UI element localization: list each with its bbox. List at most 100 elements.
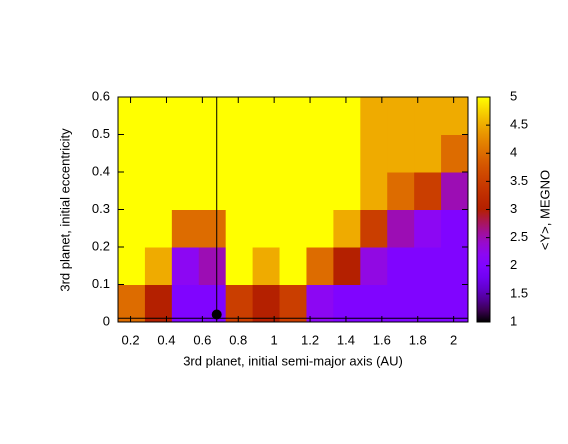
heat-cell bbox=[279, 247, 307, 285]
heat-cell bbox=[387, 284, 415, 323]
heat-cell bbox=[225, 209, 254, 248]
x-tick-label: 0.8 bbox=[229, 332, 247, 347]
heat-cell bbox=[306, 247, 334, 285]
x-tick-label: 0.2 bbox=[122, 332, 140, 347]
heat-cell bbox=[225, 97, 254, 135]
heat-cell bbox=[360, 247, 388, 285]
marker-point bbox=[211, 309, 222, 320]
heat-cell bbox=[333, 97, 361, 135]
heat-cell bbox=[306, 284, 334, 323]
heat-cell bbox=[441, 134, 469, 173]
heat-cell bbox=[144, 247, 173, 285]
heat-cell bbox=[144, 97, 173, 135]
heat-cell bbox=[414, 134, 442, 173]
heat-cell bbox=[360, 284, 388, 323]
heat-cell bbox=[171, 284, 200, 323]
heat-cell bbox=[225, 284, 254, 323]
heat-cell bbox=[279, 209, 307, 248]
heat-cell bbox=[306, 97, 334, 135]
heat-cell bbox=[387, 172, 415, 210]
colorbar-tick-label: 3.5 bbox=[510, 173, 528, 188]
colorbar-label: <Y>, MEGNO bbox=[537, 170, 552, 250]
heat-cell bbox=[118, 284, 146, 323]
heat-cell bbox=[360, 209, 388, 248]
heat-cell bbox=[279, 134, 307, 173]
heat-cell bbox=[279, 284, 307, 323]
colorbar-tick-label: 2.5 bbox=[510, 229, 528, 244]
heat-cell bbox=[387, 247, 415, 285]
heat-cell bbox=[441, 209, 469, 248]
heat-cell bbox=[225, 172, 254, 210]
heat-cell bbox=[333, 172, 361, 210]
heat-cell bbox=[118, 172, 146, 210]
heat-cell bbox=[118, 134, 146, 173]
y-tick-label: 0.5 bbox=[92, 126, 110, 141]
heat-cell bbox=[441, 284, 469, 323]
heat-cell bbox=[144, 134, 173, 173]
heat-cell bbox=[414, 209, 442, 248]
y-tick-label: 0.4 bbox=[92, 163, 110, 178]
x-tick-label: 1.4 bbox=[337, 332, 355, 347]
heat-cell bbox=[441, 97, 469, 135]
x-tick-label: 0.6 bbox=[193, 332, 211, 347]
heat-cell bbox=[171, 134, 200, 173]
heat-cell bbox=[387, 97, 415, 135]
heat-cell bbox=[414, 172, 442, 210]
heat-cell bbox=[198, 209, 227, 248]
heat-cell bbox=[333, 247, 361, 285]
heat-cell bbox=[171, 97, 200, 135]
y-tick-label: 0 bbox=[103, 313, 110, 328]
colorbar-tick-label: 3 bbox=[510, 201, 517, 216]
heat-cell bbox=[252, 172, 281, 210]
heat-cell bbox=[306, 134, 334, 173]
heat-cell bbox=[252, 247, 281, 285]
heat-cell bbox=[279, 172, 307, 210]
x-tick-label: 1.6 bbox=[373, 332, 391, 347]
heat-cell bbox=[333, 209, 361, 248]
heat-cell bbox=[171, 172, 200, 210]
heat-cell bbox=[333, 284, 361, 323]
heat-cell bbox=[306, 209, 334, 248]
heat-cell bbox=[360, 172, 388, 210]
heat-cell bbox=[360, 134, 388, 173]
heat-cell bbox=[144, 284, 173, 323]
heat-cell bbox=[414, 247, 442, 285]
colorbar-tick-label: 5 bbox=[510, 88, 517, 103]
heat-cell bbox=[171, 247, 200, 285]
heat-cell bbox=[118, 247, 146, 285]
heat-cell bbox=[387, 134, 415, 173]
x-tick-label: 0.4 bbox=[157, 332, 175, 347]
heat-cell bbox=[198, 247, 227, 285]
heat-cell bbox=[360, 97, 388, 135]
heat-cell bbox=[198, 134, 227, 173]
heat-cell bbox=[441, 247, 469, 285]
heat-cell bbox=[387, 209, 415, 248]
colorbar-tick-label: 4 bbox=[510, 145, 517, 160]
y-tick-label: 0.1 bbox=[92, 276, 110, 291]
colorbar-tick-label: 1.5 bbox=[510, 285, 528, 300]
heat-cell bbox=[252, 97, 281, 135]
heat-cell bbox=[279, 97, 307, 135]
heat-cell bbox=[414, 284, 442, 323]
heat-cell bbox=[441, 172, 469, 210]
heat-cell bbox=[252, 209, 281, 248]
heat-cell bbox=[118, 209, 146, 248]
colorbar-tick-label: 1 bbox=[510, 313, 517, 328]
y-tick-label: 0.3 bbox=[92, 201, 110, 216]
x-tick-label: 1 bbox=[271, 332, 278, 347]
heat-cell bbox=[118, 97, 146, 135]
y-tick-label: 0.6 bbox=[92, 88, 110, 103]
heat-cell bbox=[144, 172, 173, 210]
heat-cell bbox=[225, 247, 254, 285]
heat-cell bbox=[225, 134, 254, 173]
heat-cell bbox=[333, 134, 361, 173]
heat-cell bbox=[198, 97, 227, 135]
colorbar-tick-label: 4.5 bbox=[510, 117, 528, 132]
heat-cell bbox=[252, 284, 281, 323]
heat-cell bbox=[144, 209, 173, 248]
x-tick-label: 1.2 bbox=[301, 332, 319, 347]
heat-cell bbox=[198, 172, 227, 210]
heat-cell bbox=[414, 97, 442, 135]
x-axis-label: 3rd planet, initial semi-major axis (AU) bbox=[183, 353, 403, 368]
y-tick-label: 0.2 bbox=[92, 238, 110, 253]
